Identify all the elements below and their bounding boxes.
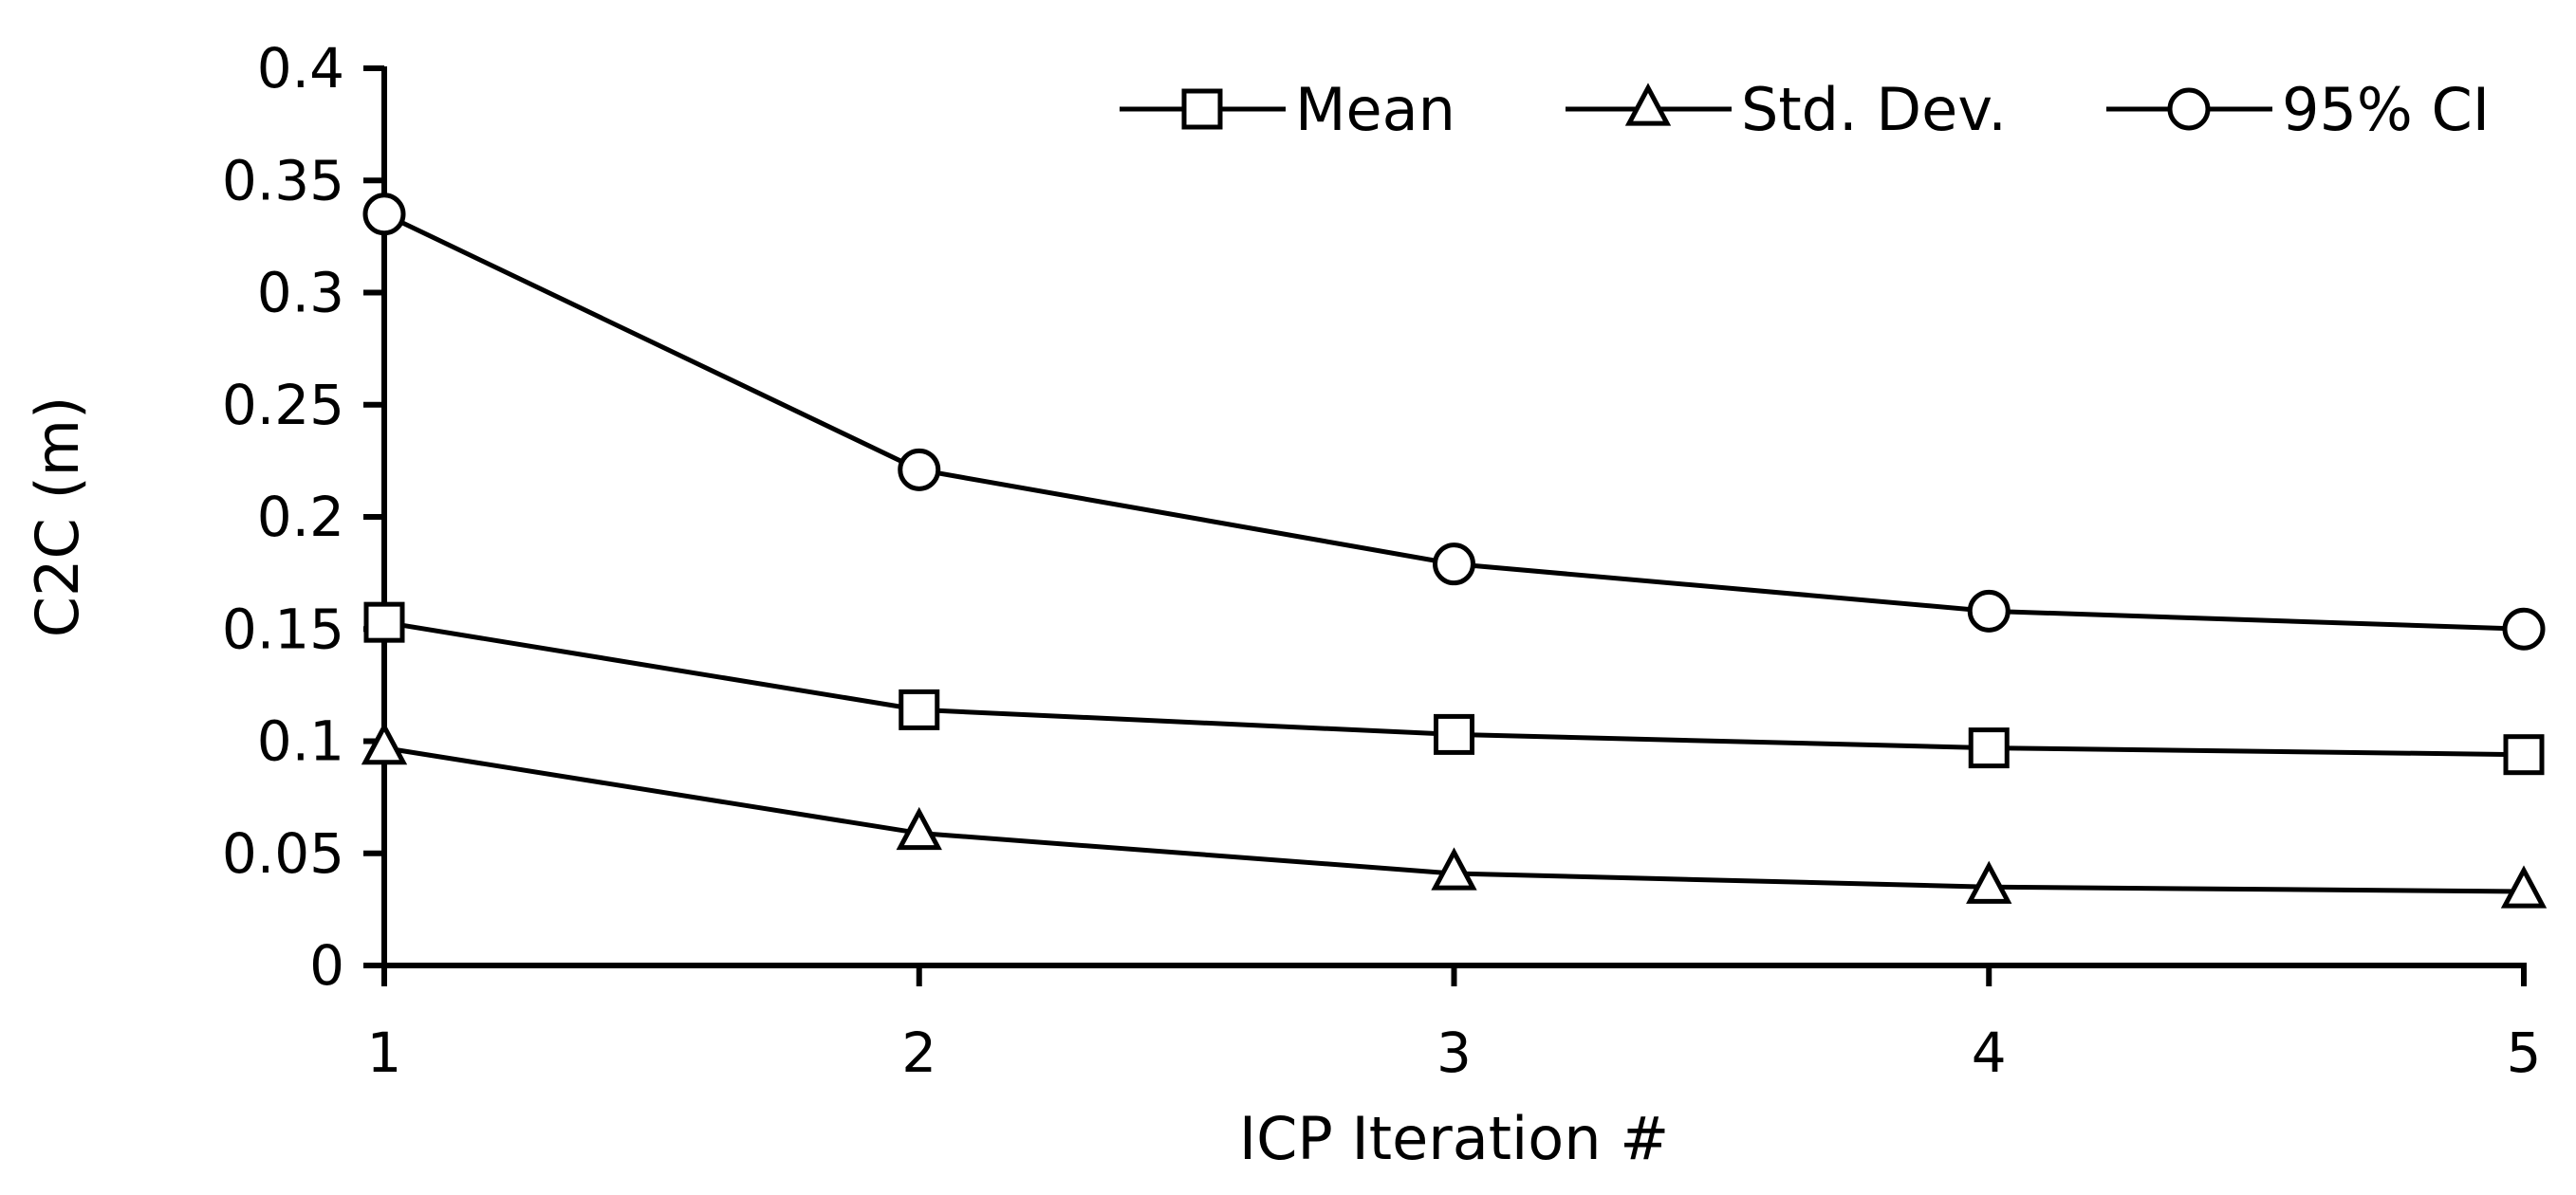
legend-label-mean: Mean bbox=[1295, 75, 1455, 144]
data-point-std-dev bbox=[896, 806, 942, 851]
data-point-95-ci bbox=[2502, 607, 2546, 651]
y-tick-label: 0.3 bbox=[257, 261, 344, 325]
y-tick-label: 0 bbox=[309, 933, 344, 998]
x-axis-title: ICP Iteration # bbox=[1239, 1104, 1669, 1173]
axes: 0 0.05 0.1 0.15 0.2 0.25 0.3 0.35 0.4 1 2 3 4 5 bbox=[222, 36, 2542, 1085]
x-tick-label: 1 bbox=[367, 1020, 402, 1085]
legend: Mean Std. Dev. 95% CI bbox=[1120, 75, 2490, 144]
y-tick-label: 0.1 bbox=[257, 709, 344, 774]
data-point-95-ci bbox=[1433, 542, 1475, 586]
x-tick-label: 3 bbox=[1436, 1020, 1472, 1085]
data-point-mean bbox=[363, 601, 405, 643]
y-tick-label: 0.25 bbox=[222, 373, 344, 437]
y-tick-label: 0.05 bbox=[222, 821, 344, 886]
data-point-mean bbox=[1968, 727, 2010, 769]
data-point-std-dev bbox=[2500, 865, 2548, 909]
data-point-mean bbox=[1434, 713, 1474, 755]
data-point-95-ci bbox=[898, 448, 941, 491]
legend-marker-mean bbox=[1181, 88, 1223, 130]
legend-marker-std-dev bbox=[1624, 83, 1672, 126]
x-tick-label: 5 bbox=[2507, 1020, 2542, 1085]
data-point-95-ci bbox=[362, 193, 406, 236]
data-point-std-dev bbox=[1431, 847, 1477, 891]
legend-item-mean: Mean bbox=[1120, 75, 1455, 144]
data-point-std-dev bbox=[1966, 860, 2012, 904]
series-mean bbox=[363, 601, 2545, 776]
data-point-mean bbox=[899, 689, 940, 730]
x-tick-label: 4 bbox=[1972, 1020, 2007, 1085]
legend-label-95-ci: 95% CI bbox=[2282, 75, 2490, 144]
series-layer bbox=[361, 193, 2548, 909]
y-tick-label: 0.4 bbox=[257, 36, 344, 101]
y-tick-label: 0.2 bbox=[257, 485, 344, 549]
series-std-dev bbox=[361, 721, 2548, 909]
y-tick-label: 0.15 bbox=[222, 597, 344, 661]
legend-item-std-dev: Std. Dev. bbox=[1566, 75, 2007, 144]
legend-item-95-ci: 95% CI bbox=[2106, 75, 2490, 144]
legend-label-std-dev: Std. Dev. bbox=[1741, 75, 2007, 144]
y-axis-title: C2C (m) bbox=[23, 396, 92, 638]
y-tick-label: 0.35 bbox=[222, 148, 344, 212]
x-tick-label: 2 bbox=[901, 1020, 936, 1085]
data-point-mean bbox=[2503, 734, 2545, 776]
data-point-95-ci bbox=[1967, 589, 2011, 633]
data-point-std-dev bbox=[361, 721, 408, 765]
legend-marker-95-ci bbox=[2167, 87, 2211, 131]
series-95-ci bbox=[362, 193, 2546, 651]
